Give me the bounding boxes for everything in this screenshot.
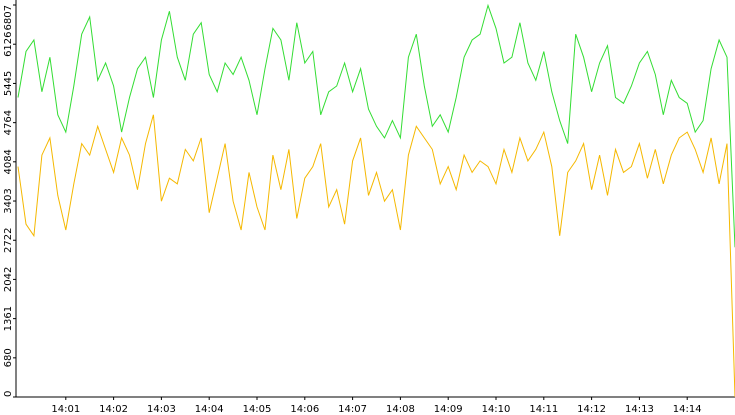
x-tick-label: 14:12: [577, 404, 606, 415]
x-tick-label: 14:07: [338, 404, 367, 415]
y-tick-label: 2042: [3, 267, 14, 292]
x-tick-label: 14:05: [243, 404, 272, 415]
y-tick-label: 5445: [3, 71, 14, 96]
x-tick-label: 14:03: [147, 404, 176, 415]
y-tick-label: 680: [3, 348, 14, 367]
y-tick-label: 4084: [3, 149, 14, 174]
series-line: [17, 3, 735, 248]
y-tick-label: 0: [3, 391, 14, 397]
x-tick-label: 14:11: [529, 404, 558, 415]
series-line: [17, 114, 735, 398]
x-tick-label: 14:02: [99, 404, 128, 415]
y-tick-label: 1361: [3, 306, 14, 331]
y-tick-label: 6807: [3, 5, 14, 30]
x-tick-label: 14:04: [195, 404, 224, 415]
x-tick-label: 14:10: [482, 404, 511, 415]
x-tick-label: 14:08: [386, 404, 415, 415]
y-tick-label: 2722: [3, 228, 14, 253]
y-tick-label: 4764: [3, 110, 14, 135]
x-tick-label: 14:13: [625, 404, 654, 415]
x-tick-label: 14:09: [434, 404, 463, 415]
y-tick-label: 6126: [3, 31, 14, 56]
x-tick-label: 14:14: [673, 404, 702, 415]
x-tick-label: 14:06: [290, 404, 319, 415]
y-tick-label: 3403: [3, 188, 14, 213]
x-tick-label: 14:01: [51, 404, 80, 415]
